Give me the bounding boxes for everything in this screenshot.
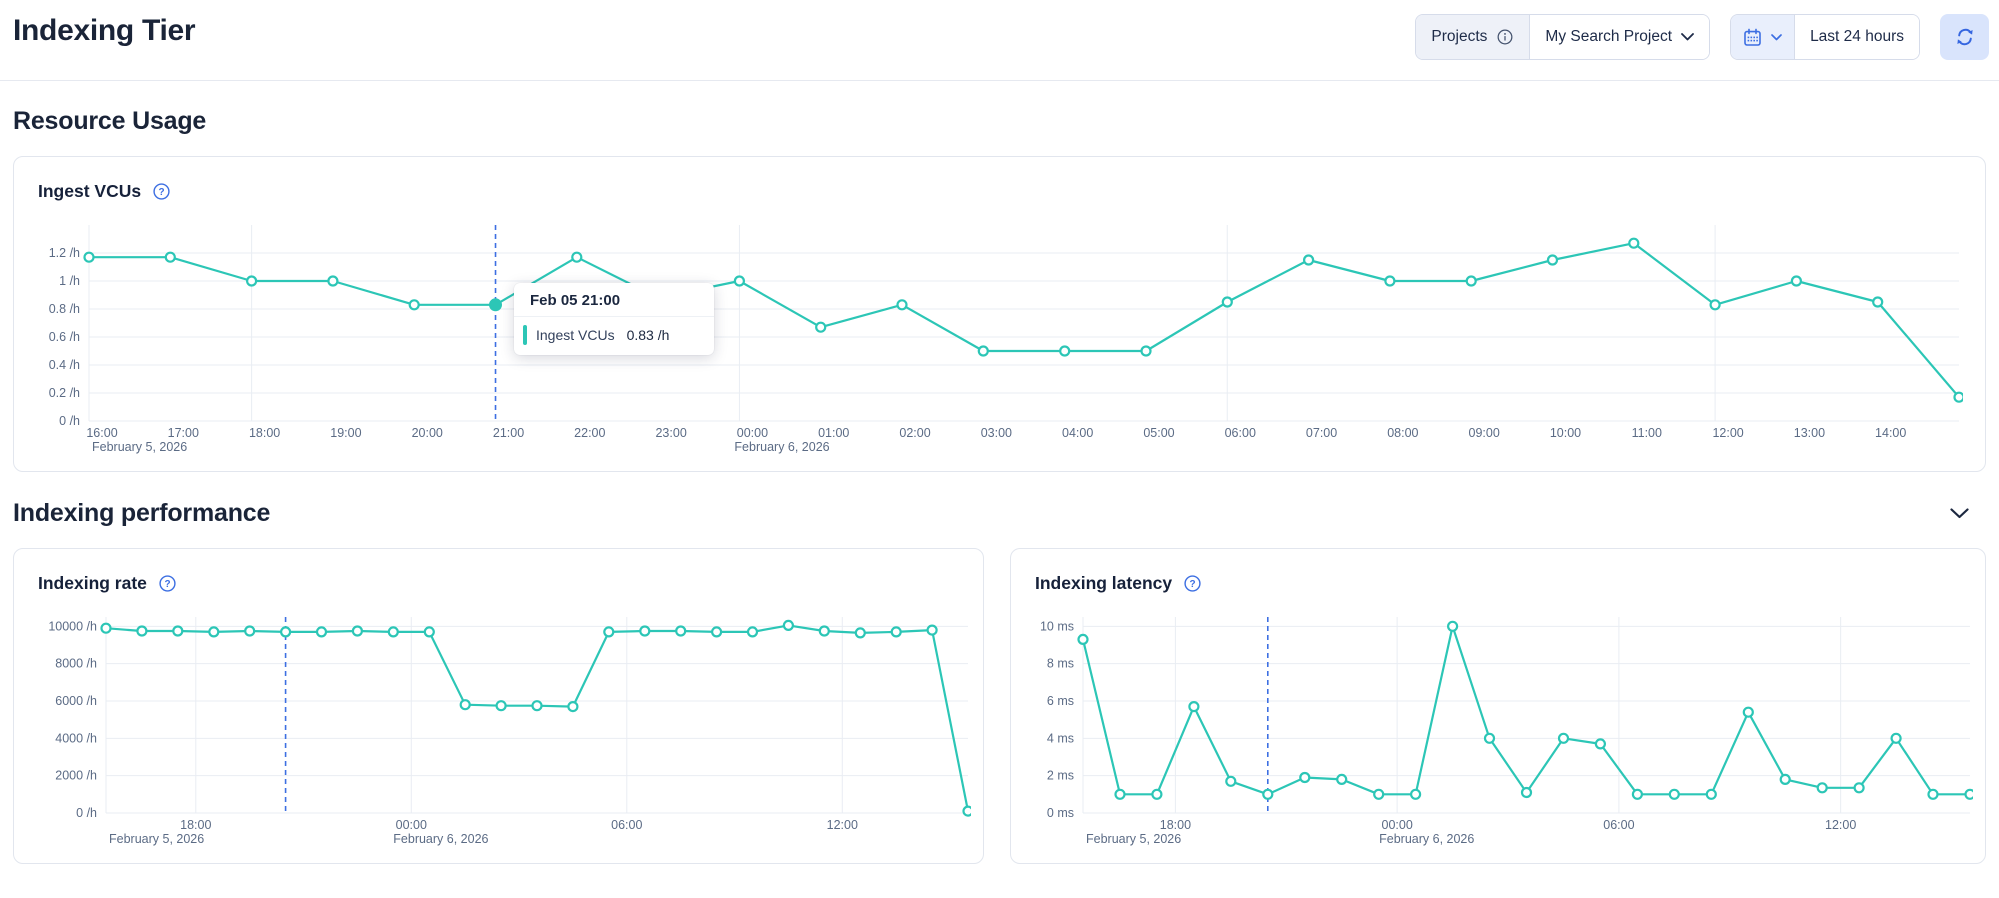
svg-text:0.8 /h: 0.8 /h (49, 302, 80, 316)
svg-text:01:00: 01:00 (818, 426, 849, 440)
svg-text:09:00: 09:00 (1469, 426, 1500, 440)
svg-text:0 ms: 0 ms (1047, 806, 1074, 820)
svg-text:February 6, 2026: February 6, 2026 (734, 440, 829, 454)
indexing-rate-title: Indexing rate (38, 572, 147, 593)
svg-text:22:00: 22:00 (574, 426, 605, 440)
help-icon[interactable]: ? (1183, 574, 1202, 593)
svg-text:?: ? (164, 578, 170, 589)
svg-text:07:00: 07:00 (1306, 426, 1337, 440)
svg-text:February 6, 2026: February 6, 2026 (393, 832, 488, 846)
svg-text:04:00: 04:00 (1062, 426, 1093, 440)
ingest-vcus-chart[interactable]: 0 /h 0.2 /h 0.4 /h 0.6 /h 0.8 /h 1 /h 1.2 /h 16… (38, 211, 1963, 459)
section-title-indexing-performance: Indexing performance (13, 499, 271, 527)
chevron-down-icon (1681, 33, 1694, 41)
tooltip-series-color-bar (523, 325, 527, 345)
tooltip-series-value: 0.83 /h (626, 327, 670, 343)
svg-text:4000 /h: 4000 /h (55, 731, 97, 745)
calendar-dropdown[interactable] (1731, 15, 1796, 59)
svg-text:?: ? (159, 186, 165, 197)
indexing-latency-chart[interactable]: 0 ms 2 ms 4 ms 6 ms 8 ms 10 ms 18:00 00:00 06:00… (1035, 603, 1973, 851)
info-icon (1497, 29, 1513, 45)
svg-text:18:00: 18:00 (1160, 818, 1191, 832)
svg-text:18:00: 18:00 (180, 818, 211, 832)
svg-text:20:00: 20:00 (412, 426, 443, 440)
ingest-vcus-title: Ingest VCUs (38, 180, 142, 201)
svg-text:13:00: 13:00 (1794, 426, 1825, 440)
svg-text:00:00: 00:00 (396, 818, 427, 832)
header-controls: Projects My Search Project (1415, 14, 1989, 60)
svg-text:1 /h: 1 /h (59, 274, 80, 288)
svg-text:21:00: 21:00 (493, 426, 524, 440)
svg-text:2 ms: 2 ms (1047, 769, 1074, 783)
indexing-latency-title: Indexing latency (1035, 572, 1173, 593)
calendar-icon (1744, 28, 1761, 46)
svg-text:14:00: 14:00 (1875, 426, 1906, 440)
svg-text:12:00: 12:00 (1825, 818, 1856, 832)
help-icon[interactable]: ? (152, 182, 171, 201)
svg-text:0.4 /h: 0.4 /h (49, 358, 80, 372)
svg-text:10000 /h: 10000 /h (48, 619, 97, 633)
page-title: Indexing Tier (13, 14, 196, 47)
svg-text:February 6, 2026: February 6, 2026 (1379, 832, 1474, 846)
svg-text:8 ms: 8 ms (1047, 657, 1074, 671)
help-icon[interactable]: ? (158, 574, 177, 593)
svg-text:1.2 /h: 1.2 /h (49, 246, 80, 260)
time-range-label: Last 24 hours (1810, 28, 1904, 45)
tooltip-timestamp: Feb 05 21:00 (530, 292, 621, 309)
tooltip-series-name: Ingest VCUs (536, 327, 615, 343)
svg-text:06:00: 06:00 (1603, 818, 1634, 832)
time-range-group: Last 24 hours (1730, 14, 1920, 60)
svg-text:10 ms: 10 ms (1040, 619, 1074, 633)
svg-text:February 5, 2026: February 5, 2026 (1086, 832, 1181, 846)
project-dropdown[interactable]: My Search Project (1530, 15, 1710, 59)
indexing-latency-card: Indexing latency ? 0 ms 2 ms 4 ms 6 ms 8 ms 1… (1010, 548, 1986, 864)
chevron-down-icon (1771, 33, 1782, 40)
svg-text:2000 /h: 2000 /h (55, 769, 97, 783)
svg-text:0.2 /h: 0.2 /h (49, 386, 80, 400)
ingest-vcus-card: Ingest VCUs ? 0 /h 0.2 /h 0.4 /h 0.6 /h 0.8 … (13, 156, 1986, 472)
svg-text:8000 /h: 8000 /h (55, 657, 97, 671)
svg-text:4 ms: 4 ms (1047, 731, 1074, 745)
svg-text:0.6 /h: 0.6 /h (49, 330, 80, 344)
projects-label-segment[interactable]: Projects (1416, 15, 1531, 59)
refresh-icon (1956, 28, 1973, 46)
svg-text:00:00: 00:00 (1382, 818, 1413, 832)
svg-text:06:00: 06:00 (1225, 426, 1256, 440)
svg-text:08:00: 08:00 (1387, 426, 1418, 440)
svg-text:February 5, 2026: February 5, 2026 (109, 832, 204, 846)
project-name: My Search Project (1545, 28, 1673, 45)
svg-text:12:00: 12:00 (1712, 426, 1743, 440)
svg-text:23:00: 23:00 (655, 426, 686, 440)
svg-text:6000 /h: 6000 /h (55, 694, 97, 708)
svg-text:17:00: 17:00 (168, 426, 199, 440)
indexing-rate-chart[interactable]: 0 /h 2000 /h 4000 /h 6000 /h 8000 /h 10000 /h… (38, 603, 971, 851)
svg-text:11:00: 11:00 (1632, 426, 1662, 440)
collapse-section-button[interactable] (1946, 504, 1973, 523)
svg-text:19:00: 19:00 (330, 426, 361, 440)
svg-text:?: ? (1190, 578, 1196, 589)
svg-text:05:00: 05:00 (1143, 426, 1174, 440)
project-selector-group: Projects My Search Project (1415, 14, 1711, 60)
svg-text:02:00: 02:00 (899, 426, 930, 440)
svg-text:12:00: 12:00 (827, 818, 858, 832)
svg-text:06:00: 06:00 (611, 818, 642, 832)
svg-text:16:00: 16:00 (86, 426, 117, 440)
projects-label: Projects (1431, 28, 1488, 45)
time-range-button[interactable]: Last 24 hours (1795, 15, 1919, 59)
svg-text:February 5, 2026: February 5, 2026 (92, 440, 187, 454)
svg-text:0 /h: 0 /h (76, 806, 97, 820)
refresh-button[interactable] (1940, 14, 1989, 60)
indexing-rate-card: Indexing rate ? 0 /h 2000 /h 4000 /h 6000 /… (13, 548, 984, 864)
header-divider (0, 80, 1999, 81)
svg-text:18:00: 18:00 (249, 426, 280, 440)
page-header: Indexing Tier Projects My Search Project (0, 0, 1999, 60)
svg-text:00:00: 00:00 (737, 426, 768, 440)
svg-text:6 ms: 6 ms (1047, 694, 1074, 708)
section-title-resource-usage: Resource Usage (13, 107, 207, 135)
svg-text:03:00: 03:00 (981, 426, 1012, 440)
chevron-down-icon (1950, 508, 1969, 519)
svg-text:10:00: 10:00 (1550, 426, 1581, 440)
chart-tooltip: Feb 05 21:00 Ingest VCUs 0.83 /h (514, 283, 714, 355)
svg-text:0 /h: 0 /h (59, 414, 80, 428)
